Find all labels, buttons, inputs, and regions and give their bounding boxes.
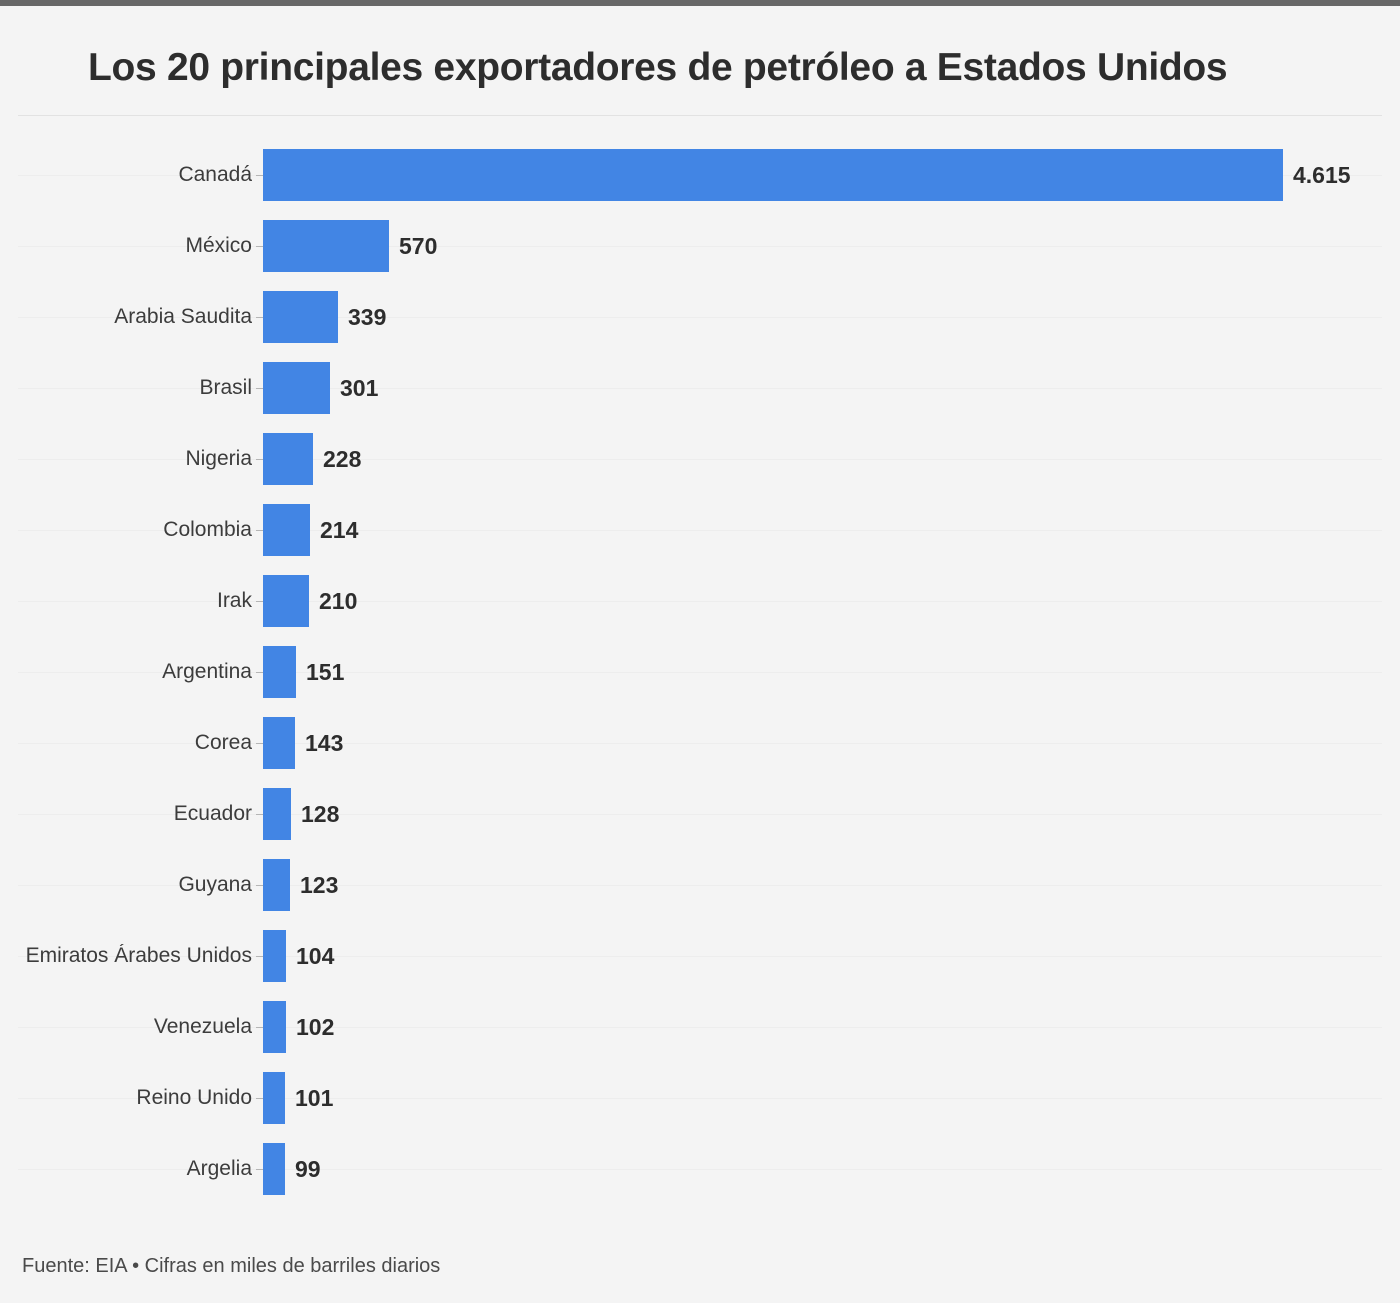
- category-label: Arabia Saudita: [114, 305, 252, 328]
- bar-value-label: 301: [340, 375, 379, 401]
- category-label: Nigeria: [185, 447, 252, 470]
- bar[interactable]: [263, 788, 291, 840]
- gridline: [18, 317, 1382, 318]
- category-label: Canadá: [178, 163, 252, 186]
- axis-tick: [256, 246, 264, 247]
- bar[interactable]: [263, 362, 330, 414]
- chart-source-note: Fuente: EIA • Cifras en miles de barrile…: [22, 1255, 441, 1277]
- axis-tick: [256, 672, 264, 673]
- bar[interactable]: [263, 1072, 285, 1124]
- axis-tick: [256, 1027, 264, 1028]
- category-label: Corea: [194, 731, 252, 754]
- axis-tick: [256, 743, 264, 744]
- bar[interactable]: [263, 575, 309, 627]
- gridline: [18, 743, 1382, 744]
- gridline: [18, 530, 1382, 531]
- axis-tick: [256, 388, 264, 389]
- bar-value-label: 128: [301, 801, 340, 827]
- gridline: [18, 601, 1382, 602]
- bar-row: Guyana 123: [0, 850, 1400, 921]
- bar-value-label: 210: [319, 588, 358, 614]
- bar-row: Colombia 214: [0, 495, 1400, 566]
- category-label: Colombia: [163, 518, 252, 541]
- category-label: Brasil: [199, 376, 252, 399]
- top-accent-bar: [0, 0, 1400, 6]
- bar[interactable]: [263, 433, 313, 485]
- bar[interactable]: [263, 859, 290, 911]
- category-label: Guyana: [178, 873, 252, 896]
- axis-tick: [256, 459, 264, 460]
- axis-tick: [256, 175, 264, 176]
- axis-tick: [256, 885, 264, 886]
- bar[interactable]: [263, 504, 310, 556]
- gridline: [18, 388, 1382, 389]
- gridline: [18, 672, 1382, 673]
- bar-row: Emiratos Árabes Unidos 104: [0, 921, 1400, 992]
- bar-value-label: 339: [348, 304, 387, 330]
- bar-row: Canadá 4.615: [0, 140, 1400, 211]
- bar-row: Reino Unido 101: [0, 1063, 1400, 1134]
- category-label: México: [185, 234, 252, 257]
- bar-value-label: 99: [295, 1156, 321, 1182]
- bar[interactable]: [263, 1143, 285, 1195]
- category-label: Reino Unido: [136, 1086, 252, 1109]
- gridline: [18, 1169, 1382, 1170]
- gridline: [18, 956, 1382, 957]
- bar-row: Corea 143: [0, 708, 1400, 779]
- bar-row: Arabia Saudita 339: [0, 282, 1400, 353]
- gridline: [18, 459, 1382, 460]
- gridline: [18, 814, 1382, 815]
- bar-value-label: 570: [399, 233, 438, 259]
- bar-value-label: 151: [306, 659, 345, 685]
- bar-value-label: 123: [300, 872, 339, 898]
- gridline: [18, 1027, 1382, 1028]
- bar-value-label: 4.615: [1293, 162, 1351, 188]
- bar-row: Argelia 99: [0, 1134, 1400, 1205]
- axis-tick: [256, 814, 264, 815]
- bar-row: México 570: [0, 211, 1400, 282]
- bar[interactable]: [263, 149, 1283, 201]
- category-label: Venezuela: [153, 1015, 252, 1038]
- category-label: Emiratos Árabes Unidos: [25, 944, 252, 967]
- title-divider: [18, 115, 1382, 116]
- bar-value-label: 214: [320, 517, 359, 543]
- bar[interactable]: [263, 930, 286, 982]
- gridline: [18, 246, 1382, 247]
- category-label: Argentina: [162, 660, 252, 683]
- bar[interactable]: [263, 717, 295, 769]
- bar[interactable]: [263, 291, 338, 343]
- gridline: [18, 1098, 1382, 1099]
- bar-row: Venezuela 102: [0, 992, 1400, 1063]
- bar-value-label: 228: [323, 446, 362, 472]
- bar-chart: Canadá 4.615 México 570 Arabia Saudita 339 Bra…: [0, 140, 1400, 1220]
- bar-value-label: 102: [296, 1014, 335, 1040]
- category-label: Ecuador: [173, 802, 252, 825]
- axis-tick: [256, 1169, 264, 1170]
- bar-value-label: 104: [296, 943, 335, 969]
- bar[interactable]: [263, 646, 296, 698]
- bar-row: Brasil 301: [0, 353, 1400, 424]
- bar-row: Nigeria 228: [0, 424, 1400, 495]
- axis-tick: [256, 317, 264, 318]
- bar[interactable]: [263, 1001, 286, 1053]
- bar[interactable]: [263, 220, 389, 272]
- axis-tick: [256, 956, 264, 957]
- bar-row: Irak 210: [0, 566, 1400, 637]
- axis-tick: [256, 601, 264, 602]
- axis-tick: [256, 1098, 264, 1099]
- category-label: Irak: [216, 589, 252, 612]
- category-label: Argelia: [186, 1157, 252, 1180]
- axis-tick: [256, 530, 264, 531]
- bar-value-label: 101: [295, 1085, 334, 1111]
- gridline: [18, 885, 1382, 886]
- bar-row: Ecuador 128: [0, 779, 1400, 850]
- page-title: Los 20 principales exportadores de petró…: [88, 46, 1228, 89]
- bar-value-label: 143: [305, 730, 344, 756]
- bar-row: Argentina 151: [0, 637, 1400, 708]
